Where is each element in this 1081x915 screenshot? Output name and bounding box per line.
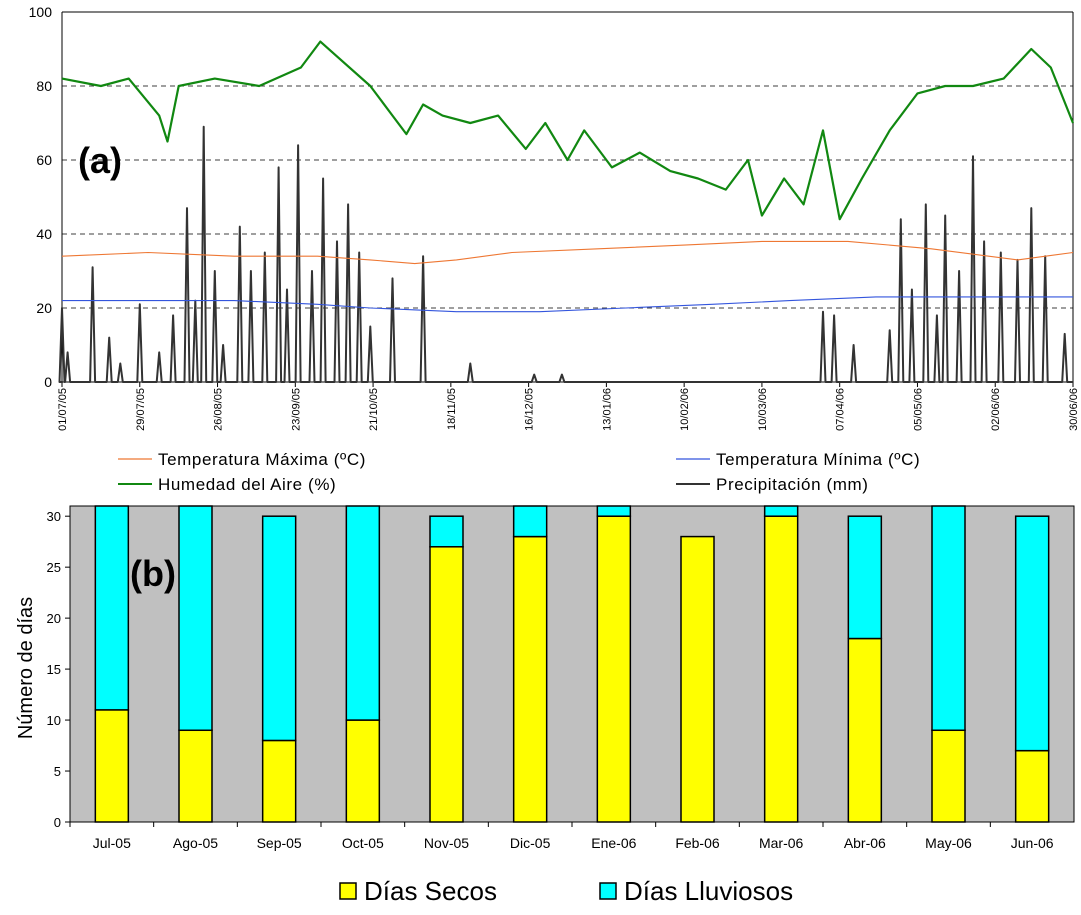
panel-b-bars (94, 505, 1050, 823)
bar-dry-Ago-05 (178, 729, 213, 823)
legend-rainy-label: Días Lluviosos (624, 876, 793, 906)
bar-dry-Mar-06 (763, 515, 799, 823)
panel-a-x-tick-label: 05/05/06 (912, 388, 924, 431)
bar-dry-Oct-05 (345, 719, 381, 823)
panel-b-x-tick-labels: Jul-05 Ago-05 Sep-05 Oct-05 Nov-05 Dic-05 Ene-… (69, 822, 1054, 851)
panel-a-x-tick-label: 26/08/05 (213, 388, 225, 431)
panel-a-series-lines (58, 40, 1075, 383)
panel-a-y-tick-label: 60 (36, 152, 52, 168)
panel-a-y-tick-label: 0 (44, 374, 52, 390)
panel-a-y-tick-label: 80 (36, 78, 52, 94)
bar-dry-Sep-05 (261, 739, 297, 823)
panel-b-y-tick-labels: 0 5 10 15 20 25 30 (47, 509, 70, 830)
bar-rainy-Oct-05 (345, 505, 381, 721)
panel-b-x-tick-label: Jun-06 (1011, 835, 1054, 851)
bar-rainy-Abr-06 (847, 515, 883, 640)
panel-b-y-tick-label: 10 (47, 713, 61, 728)
panel-a-line-chart: 0 20 40 60 80 100 01/07/05 29/07/05 26/08/05 23/… (29, 4, 1080, 431)
panel-a-gridlines (62, 85, 1073, 309)
panel-a-y-tick-labels: 0 20 40 60 80 100 (29, 4, 53, 390)
panel-b-y-tick-label: 5 (54, 764, 61, 779)
bar-dry-May-06 (931, 729, 966, 823)
panel-b-legend: Días Secos Días Lluviosos (339, 876, 793, 906)
bar-dry-Ene-06 (596, 515, 632, 823)
panel-a-x-tick-label: 02/06/06 (990, 388, 1002, 431)
bar-dry-Feb-06 (680, 535, 715, 823)
panel-a-x-tick-label: 29/07/05 (135, 388, 147, 431)
panel-a-x-tick-label: 07/04/06 (835, 388, 847, 431)
series-line-tmin (62, 296, 1073, 313)
bar-rainy-Jun-06 (1014, 515, 1050, 752)
legend-rainy-swatch (599, 882, 617, 900)
panel-b-label: (b) (130, 553, 176, 594)
panel-a-legend: Temperatura Máxima (ºC) Temperatura Míni… (118, 450, 920, 494)
bar-dry-Nov-05 (429, 546, 464, 823)
panel-b-x-tick-label: Oct-05 (342, 835, 384, 851)
panel-b-x-tick-label: Mar-06 (759, 835, 804, 851)
panel-b-x-tick-label: Feb-06 (675, 835, 720, 851)
bar-rainy-Ene-06 (596, 505, 632, 517)
panel-a-x-tick-label: 23/09/05 (290, 388, 302, 431)
panel-b-y-tick-label: 15 (47, 662, 61, 677)
panel-a-x-tick-label: 10/03/06 (757, 388, 769, 431)
series-line-precip (58, 125, 1073, 383)
panel-b-x-tick-label: Abr-06 (844, 835, 886, 851)
panel-a-y-tick-label: 100 (29, 4, 53, 20)
panel-b-bar-chart: 0 5 10 15 20 25 30 Jul-05 Ago-05 Sep-05 Oct-05 Nov… (15, 505, 1075, 851)
bar-rainy-May-06 (931, 505, 966, 732)
panel-b-y-tick-label: 0 (54, 815, 61, 830)
bar-dry-Jul-05 (94, 709, 130, 823)
bar-rainy-Dic-05 (512, 505, 548, 538)
panel-a-label: (a) (78, 140, 122, 181)
bar-rainy-Ago-05 (178, 505, 213, 732)
bar-rainy-Mar-06 (763, 505, 799, 517)
bar-dry-Abr-06 (847, 637, 883, 823)
series-line-tmax (61, 240, 1074, 265)
panel-b-x-tick-label: Dic-05 (510, 835, 551, 851)
panel-a-x-tick-label: 10/02/06 (679, 388, 691, 431)
panel-a-y-tick-label: 40 (36, 226, 52, 242)
bar-dry-Dic-05 (512, 535, 548, 823)
panel-a-x-tick-labels: 01/07/05 29/07/05 26/08/05 23/09/05 21/10/05… (57, 382, 1080, 431)
panel-b-x-tick-label: Ago-05 (173, 835, 218, 851)
panel-a-y-tick-label: 20 (36, 300, 52, 316)
panel-a-x-tick-label: 21/10/05 (368, 388, 380, 431)
panel-a-x-tick-label: 30/06/06 (1068, 388, 1080, 431)
panel-b-x-tick-label: Jul-05 (93, 835, 131, 851)
panel-b-y-tick-label: 25 (47, 560, 61, 575)
panel-b-y-tick-label: 30 (47, 509, 61, 524)
panel-b-x-tick-label: May-06 (925, 835, 972, 851)
panel-a-x-tick-label: 18/11/05 (446, 388, 458, 430)
legend-tmax-label: Temperatura Máxima (ºC) (158, 450, 366, 469)
bar-dry-Jun-06 (1014, 749, 1050, 823)
panel-a-x-tick-label: 01/07/05 (57, 388, 69, 431)
legend-humidity-label: Humedad del Aire (%) (158, 475, 336, 494)
legend-precip-label: Precipitación (mm) (716, 475, 869, 494)
legend-tmin-label: Temperatura Mínima (ºC) (716, 450, 920, 469)
bar-rainy-Nov-05 (429, 515, 464, 548)
series-line-humidity (61, 40, 1075, 221)
panel-b-x-tick-label: Ene-06 (591, 835, 636, 851)
panel-b-y-axis-title: Número de días (15, 597, 37, 739)
legend-dry-swatch (339, 882, 357, 900)
panel-b-y-tick-label: 20 (47, 611, 61, 626)
bar-rainy-Jul-05 (94, 505, 130, 711)
panel-b-x-tick-label: Nov-05 (424, 835, 469, 851)
legend-dry-label: Días Secos (364, 876, 497, 906)
panel-a-x-tick-label: 16/12/05 (524, 388, 536, 431)
panel-a-x-tick-label: 13/01/06 (601, 388, 613, 431)
bar-rainy-Sep-05 (261, 515, 297, 742)
panel-b-x-tick-label: Sep-05 (257, 835, 302, 851)
panel-b-plot-area (69, 505, 1075, 823)
